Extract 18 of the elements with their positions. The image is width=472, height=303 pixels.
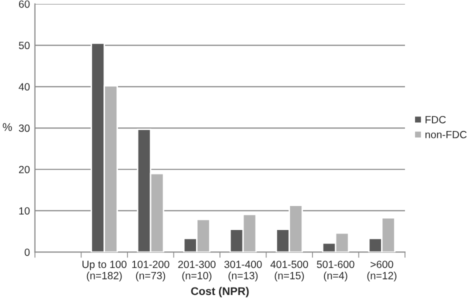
legend-label: non-FDC [425,130,467,138]
x-tick-label: 201-300 (n=10) [178,260,216,282]
y-tick-label: 10 [19,207,30,215]
x-tick-label: 101-200 (n=73) [132,260,170,282]
y-tick-label: 50 [18,42,30,50]
y-tick-label: 60 [19,0,30,8]
legend-label: FDC [426,116,446,124]
y-tick-label: 0 [24,248,30,256]
y-tick-label: 20 [19,166,30,174]
x-tick-label: >600 (n=12) [367,260,396,282]
x-tick-label: 501-600 (n=4) [316,260,354,282]
y-axis-title: % [2,123,12,131]
y-tick-label: 40 [18,83,30,91]
y-tick-label: 30 [18,124,30,132]
x-tick-label: 401-500 (n=15) [270,260,308,282]
x-axis-title: Cost (NPR) [191,286,249,298]
x-tick-label: 301-400 (n=13) [224,260,262,282]
x-tick-label: Up to 100 (n=182) [82,260,126,282]
